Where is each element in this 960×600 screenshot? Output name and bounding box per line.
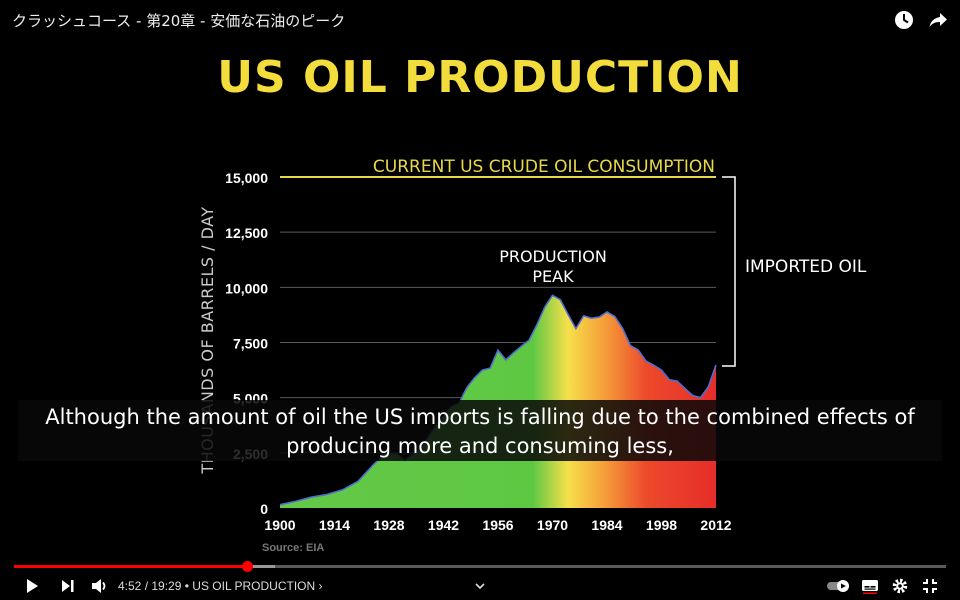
chevron-down-icon — [475, 583, 485, 590]
subtitles-button[interactable] — [861, 576, 879, 596]
progress-scrubber[interactable] — [242, 561, 253, 572]
autoplay-toggle[interactable] — [826, 576, 852, 596]
exit-fullscreen-icon — [923, 579, 937, 593]
watch-later-icon[interactable] — [894, 10, 914, 30]
oil-production-chart: 02,5005,0007,50010,00012,50015,000190019… — [198, 157, 867, 554]
player-controls: 4:52 / 19:29 • US OIL PRODUCTION › — [0, 572, 960, 600]
y-tick-label: 7,500 — [233, 336, 268, 352]
source-label: Source: EIA — [262, 542, 324, 554]
x-tick-label: 1900 — [264, 517, 295, 533]
time-display: 4:52 / 19:29 • US OIL PRODUCTION › — [118, 579, 323, 593]
x-tick-label: 1914 — [319, 517, 350, 533]
duration: 19:29 — [151, 579, 182, 593]
share-icon[interactable] — [928, 10, 948, 30]
x-tick-label: 2012 — [700, 517, 731, 533]
exit-fullscreen-button[interactable] — [922, 576, 938, 596]
volume-button[interactable] — [91, 576, 109, 596]
expand-button[interactable] — [474, 576, 486, 596]
imported-oil-label: IMPORTED OIL — [745, 257, 867, 277]
autoplay-toggle-icon — [827, 580, 849, 592]
y-tick-label: 0 — [260, 501, 268, 517]
x-tick-label: 1942 — [428, 517, 459, 533]
gear-icon — [892, 578, 908, 594]
current-time: 4:52 — [118, 579, 142, 593]
play-button[interactable] — [24, 576, 40, 596]
video-title[interactable]: クラッシュコース - 第20章 - 安価な石油のピーク — [12, 12, 346, 30]
subtitle-caption: Although the amount of oil the US import… — [18, 400, 942, 461]
x-tick-label: 1970 — [537, 517, 568, 533]
progress-bar[interactable] — [14, 565, 946, 568]
x-tick-label: 1998 — [646, 517, 677, 533]
chapter-title[interactable]: US OIL PRODUCTION — [192, 579, 316, 593]
y-tick-label: 15,000 — [225, 170, 268, 186]
subtitles-icon — [862, 580, 878, 594]
production-peak-label: PRODUCTION PEAK — [499, 247, 607, 286]
progress-played — [14, 565, 247, 568]
subtitle-line-2: producing more and consuming less, — [286, 434, 674, 458]
chart-title: US OIL PRODUCTION — [217, 52, 743, 103]
consumption-label: CURRENT US CRUDE OIL CONSUMPTION — [373, 157, 715, 177]
settings-button[interactable] — [892, 576, 908, 596]
play-icon — [27, 579, 38, 593]
next-icon — [62, 580, 74, 592]
imported-bracket — [722, 176, 736, 367]
y-tick-label: 12,500 — [225, 225, 268, 241]
x-tick-label: 1956 — [482, 517, 513, 533]
next-button[interactable] — [60, 576, 76, 596]
x-tick-label: 1984 — [591, 517, 622, 533]
y-tick-label: 10,000 — [225, 280, 268, 296]
subtitle-line-1: Although the amount of oil the US import… — [45, 405, 915, 429]
x-tick-label: 1928 — [373, 517, 404, 533]
video-player[interactable]: クラッシュコース - 第20章 - 安価な石油のピーク US OIL PRODU… — [0, 0, 960, 560]
volume-icon — [92, 579, 106, 593]
